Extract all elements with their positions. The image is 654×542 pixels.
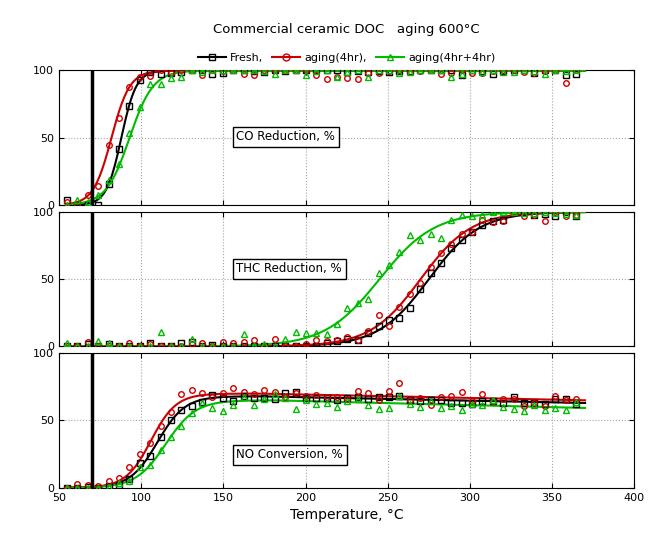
Text: Commercial ceramic DOC   aging 600°C: Commercial ceramic DOC aging 600°C (213, 23, 480, 36)
Text: THC Reduction, %: THC Reduction, % (237, 262, 342, 275)
Text: CO Reduction, %: CO Reduction, % (237, 131, 336, 144)
Legend: Fresh,, aging(4hr),, aging(4hr+4hr): Fresh,, aging(4hr),, aging(4hr+4hr) (194, 49, 500, 68)
Text: NO Conversion, %: NO Conversion, % (237, 448, 343, 461)
X-axis label: Temperature, °C: Temperature, °C (290, 508, 404, 522)
